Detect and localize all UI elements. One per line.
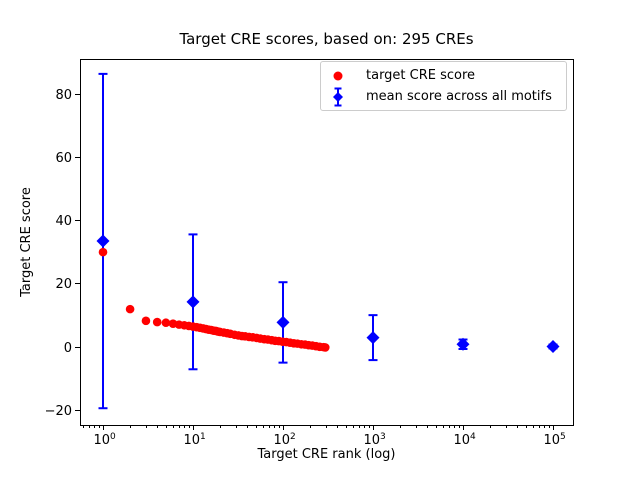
y-axis-label: Target CRE score <box>19 187 34 297</box>
x-axis-label: Target CRE rank (log) <box>257 447 396 462</box>
svg-text:102: 102 <box>274 432 296 448</box>
legend-item: target CRE score <box>321 65 566 86</box>
svg-text:0: 0 <box>64 341 72 356</box>
blue-diamond-errorbar-marker-icon <box>321 87 355 107</box>
svg-text:105: 105 <box>544 432 566 448</box>
chart-title: Target CRE scores, based on: 295 CREs <box>179 30 474 48</box>
svg-text:20: 20 <box>55 277 72 292</box>
legend: target CRE score mean score across all m… <box>320 61 567 111</box>
svg-text:104: 104 <box>454 432 477 448</box>
legend-item-label: mean score across all motifs <box>366 89 552 104</box>
red-circle-marker-icon <box>321 68 355 84</box>
svg-text:103: 103 <box>364 432 386 448</box>
svg-text:101: 101 <box>184 432 206 448</box>
svg-text:40: 40 <box>55 214 72 229</box>
svg-text:−20: −20 <box>45 404 72 419</box>
legend-item-label: target CRE score <box>366 68 476 83</box>
svg-text:60: 60 <box>55 151 72 166</box>
svg-text:80: 80 <box>55 88 72 103</box>
svg-text:100: 100 <box>94 432 117 448</box>
legend-item: mean score across all motifs <box>321 86 566 107</box>
